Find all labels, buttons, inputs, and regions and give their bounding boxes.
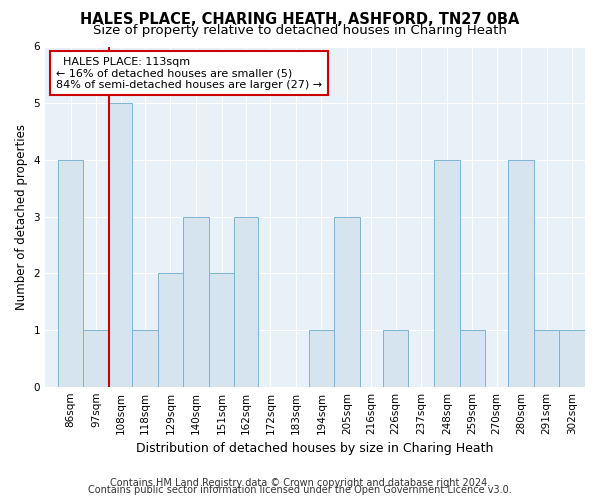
Bar bbox=[434, 160, 460, 386]
Bar bbox=[183, 216, 209, 386]
Bar bbox=[109, 103, 132, 387]
Y-axis label: Number of detached properties: Number of detached properties bbox=[15, 124, 28, 310]
Text: HALES PLACE, CHARING HEATH, ASHFORD, TN27 0BA: HALES PLACE, CHARING HEATH, ASHFORD, TN2… bbox=[80, 12, 520, 28]
Bar bbox=[308, 330, 334, 386]
Bar bbox=[158, 274, 183, 386]
Text: Contains public sector information licensed under the Open Government Licence v3: Contains public sector information licen… bbox=[88, 485, 512, 495]
Bar bbox=[534, 330, 559, 386]
Bar bbox=[58, 160, 83, 386]
Bar bbox=[559, 330, 585, 386]
Text: HALES PLACE: 113sqm
← 16% of detached houses are smaller (5)
84% of semi-detache: HALES PLACE: 113sqm ← 16% of detached ho… bbox=[56, 56, 322, 90]
Bar bbox=[83, 330, 109, 386]
Text: Contains HM Land Registry data © Crown copyright and database right 2024.: Contains HM Land Registry data © Crown c… bbox=[110, 478, 490, 488]
Bar bbox=[235, 216, 257, 386]
Bar bbox=[508, 160, 534, 386]
Text: Size of property relative to detached houses in Charing Heath: Size of property relative to detached ho… bbox=[93, 24, 507, 37]
Bar bbox=[132, 330, 158, 386]
Bar bbox=[383, 330, 409, 386]
X-axis label: Distribution of detached houses by size in Charing Heath: Distribution of detached houses by size … bbox=[136, 442, 494, 455]
Bar bbox=[209, 274, 235, 386]
Bar bbox=[334, 216, 360, 386]
Bar bbox=[460, 330, 485, 386]
